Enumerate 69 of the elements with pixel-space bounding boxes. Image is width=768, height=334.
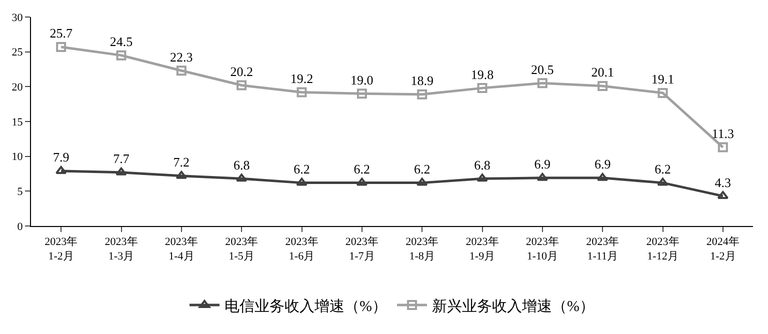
x-tick-label: 2023年 1-10月	[526, 236, 559, 262]
data-label: 6.9	[594, 156, 611, 172]
point	[116, 50, 126, 60]
data-label: 6.2	[414, 162, 430, 177]
x-tick-label: 2023年 1-6月	[285, 236, 318, 262]
point	[55, 166, 67, 174]
point	[658, 88, 668, 98]
data-label: 6.2	[354, 162, 370, 177]
data-label: 19.1	[651, 72, 674, 87]
point	[657, 178, 668, 186]
data-label: 25.7	[50, 26, 73, 41]
point	[417, 89, 428, 100]
point	[176, 66, 186, 76]
x-tick-label: 2023年 1-11月	[586, 236, 620, 262]
y-tick-label: 30	[12, 12, 24, 24]
legend-label: 新兴业务收入增速（%）	[432, 298, 594, 315]
point	[176, 170, 188, 179]
data-label: 6.2	[294, 162, 310, 177]
x-tick-label: 2023年 1-2月	[44, 236, 78, 262]
data-label: 20.5	[531, 62, 554, 77]
point	[596, 172, 608, 181]
x-tick-label: 2023年 1-12月	[646, 236, 680, 262]
data-label: 7.7	[113, 151, 130, 166]
x-tick-label: 2023年 1-9月	[466, 236, 499, 262]
x-tick-label: 2023年 1-8月	[406, 236, 439, 262]
data-label: 7.2	[173, 154, 190, 170]
point	[236, 174, 248, 182]
data-label: 6.9	[534, 156, 551, 172]
point	[296, 87, 307, 98]
data-label: 22.3	[170, 49, 193, 64]
y-tick-label: 5	[17, 186, 24, 198]
point	[356, 178, 368, 186]
point	[476, 174, 488, 182]
y-tick-label: 15	[12, 116, 24, 128]
point	[477, 83, 488, 94]
x-tick-label: 2023年 1-7月	[345, 236, 378, 262]
data-label: 20.2	[230, 64, 253, 80]
y-tick-label: 0	[17, 220, 24, 233]
x-tick-label: 2023年 1-5月	[225, 236, 258, 262]
data-label: 18.9	[410, 73, 434, 88]
point	[56, 42, 66, 52]
x-tick-label: 2023年 1-4月	[164, 236, 198, 262]
legend-label: 电信业务收入增速（%）	[224, 298, 387, 315]
data-label: 7.9	[52, 150, 70, 165]
point	[416, 178, 428, 186]
point	[236, 80, 247, 90]
data-label: 20.1	[591, 64, 614, 80]
point	[537, 78, 548, 88]
data-label: 24.5	[110, 34, 133, 50]
data-label: 11.3	[712, 126, 734, 142]
y-tick-label: 25	[12, 46, 24, 59]
data-label: 19.0	[350, 72, 374, 88]
data-label: 6.8	[474, 157, 490, 172]
point	[116, 167, 127, 176]
y-tick-label: 20	[12, 82, 24, 94]
point	[296, 178, 308, 186]
point	[717, 191, 729, 200]
x-tick-label: 2024年 1-2月	[706, 236, 740, 262]
x-tick-label: 2023年 1-3月	[104, 236, 138, 262]
data-label: 6.2	[654, 162, 671, 177]
point	[718, 142, 728, 152]
y-tick-label: 10	[12, 151, 24, 164]
data-label: 19.8	[470, 66, 494, 82]
point	[536, 172, 548, 181]
point	[356, 88, 367, 99]
data-label: 6.8	[233, 157, 250, 172]
data-label: 4.3	[714, 174, 732, 190]
point	[598, 80, 608, 91]
data-label: 19.2	[290, 70, 314, 86]
